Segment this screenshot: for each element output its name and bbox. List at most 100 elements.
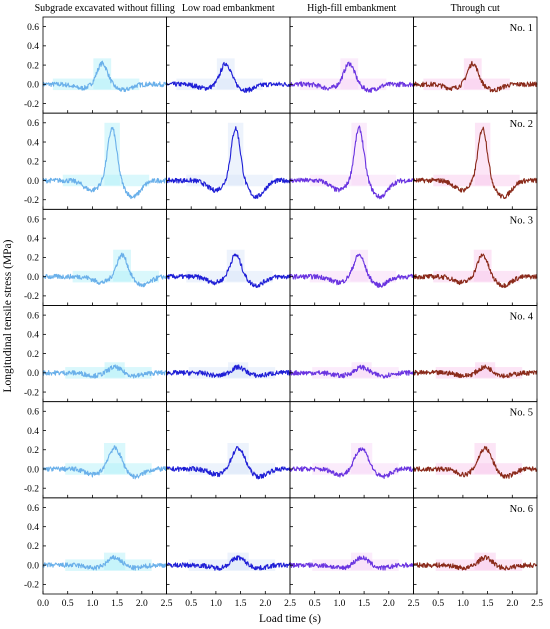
row-label: No. 6: [510, 504, 533, 515]
shadow-band: [65, 559, 152, 571]
shadow-peak: [226, 249, 245, 282]
series-line-2-3: [289, 125, 415, 200]
shadow-peak: [227, 443, 249, 474]
column-title: High-fill embankment: [307, 3, 396, 14]
y-tick-label: 0.6: [27, 311, 39, 321]
shadow-band: [176, 78, 263, 91]
shadow-band: [312, 559, 399, 571]
y-tick-label: 0.6: [27, 408, 39, 418]
y-tick-label: -0.2: [24, 100, 39, 110]
shadow-band: [72, 270, 160, 283]
y-tick-label: 0.4: [27, 523, 39, 533]
series-line-6-4: [413, 554, 538, 571]
series-line-3-1: [42, 252, 168, 288]
y-tick-label: 0.0: [27, 561, 39, 571]
panel-frame: [42, 305, 167, 403]
shadow-peak: [351, 122, 367, 186]
series-line-6-3: [289, 555, 415, 571]
x-tick-label: 2.0: [506, 599, 518, 609]
series-line-2-2: [166, 126, 291, 200]
x-tick-label: 1.0: [333, 599, 345, 609]
y-tick-label: 0.2: [27, 254, 39, 264]
shadow-peak: [340, 58, 359, 90]
shadow-peak: [228, 362, 249, 378]
x-tick-label: 2.5: [531, 599, 543, 609]
column-title: Subgrade excavated without filling: [35, 3, 175, 14]
y-tick-label: 0.6: [27, 23, 39, 33]
series-line-3-4: [412, 253, 538, 289]
column-title: Through cut: [451, 3, 500, 14]
shadow-layer: [52, 58, 523, 571]
shadow-band: [433, 174, 520, 187]
panel-frame: [289, 305, 414, 403]
series-line-2-4: [412, 126, 538, 199]
shadow-peak: [475, 362, 496, 378]
shadow-peak: [104, 122, 120, 186]
shadow-peak: [350, 443, 373, 474]
shadow-band: [188, 463, 276, 475]
x-tick-label: 0.5: [62, 599, 74, 609]
x-tick-label: 1.5: [482, 599, 494, 609]
series-line-1-4: [412, 60, 538, 93]
y-tick-label: 0.4: [27, 42, 39, 52]
shadow-peak: [474, 552, 496, 570]
y-axis-label: Longitudinal tensile stress (MPa): [2, 239, 14, 392]
x-tick-label: 2.5: [161, 599, 173, 609]
x-tick-label: 1.5: [358, 599, 370, 609]
row-label: No. 2: [510, 119, 533, 130]
x-tick-label: 2.0: [383, 599, 395, 609]
series-line-5-3: [289, 447, 414, 479]
shadow-peak: [474, 443, 496, 474]
shadow-band: [435, 559, 523, 571]
label-layer: No. 1 -0.2 0.0 0.2 0.4 0.6 No. 2 -0.2 0.0 0.2 0.4 0…: [24, 3, 543, 609]
y-tick-label: 0.2: [27, 542, 39, 552]
x-tick-label: 2.0: [259, 599, 271, 609]
shadow-peak: [227, 122, 244, 186]
y-tick-label: 0.2: [27, 61, 39, 71]
shadow-peak: [103, 552, 126, 570]
series-line-4-3: [289, 364, 415, 379]
y-tick-label: 0.4: [27, 234, 39, 244]
y-tick-label: -0.2: [24, 388, 39, 398]
shadow-peak: [350, 249, 369, 282]
shadow-peak: [350, 552, 373, 570]
y-tick-label: 0.4: [27, 138, 39, 148]
panel-frame: [166, 305, 291, 403]
panel-frame: [42, 497, 167, 595]
x-tick-label: 0.5: [309, 599, 321, 609]
y-tick-label: -0.2: [24, 196, 39, 206]
series-line-5-2: [166, 446, 291, 480]
series-line-6-2: [166, 555, 291, 571]
y-tick-label: 0.6: [27, 504, 39, 514]
x-tick-label: 1.0: [210, 599, 222, 609]
shadow-peak: [93, 58, 112, 90]
y-tick-label: 0.0: [27, 273, 39, 283]
shadow-band: [433, 270, 520, 283]
shadow-peak: [104, 362, 125, 378]
y-tick-label: 0.0: [27, 369, 39, 379]
x-tick-label: 2.5: [408, 599, 420, 609]
series-line-2-1: [42, 126, 168, 200]
shadow-band: [435, 367, 523, 379]
x-tick-label: 0.0: [37, 599, 49, 609]
series-line-1-2: [166, 61, 291, 93]
series-line-3-3: [289, 253, 415, 289]
row-label: No. 3: [510, 215, 533, 226]
row-label: No. 5: [510, 408, 533, 419]
shadow-band: [186, 270, 273, 283]
y-tick-label: 0.4: [27, 427, 39, 437]
series-line-4-4: [412, 364, 538, 379]
shadow-peak: [463, 58, 482, 90]
series-line-3-2: [165, 253, 291, 289]
series-line-4-2: [166, 364, 291, 379]
x-tick-label: 1.0: [86, 599, 98, 609]
shadow-band: [65, 367, 152, 379]
y-tick-label: -0.2: [24, 485, 39, 495]
shadow-band: [423, 78, 510, 91]
shadow-peak: [103, 443, 126, 474]
shadow-peak: [227, 552, 249, 570]
shadow-peak: [216, 58, 235, 90]
series-line-5-4: [412, 445, 538, 479]
x-tick-label: 0.5: [185, 599, 197, 609]
